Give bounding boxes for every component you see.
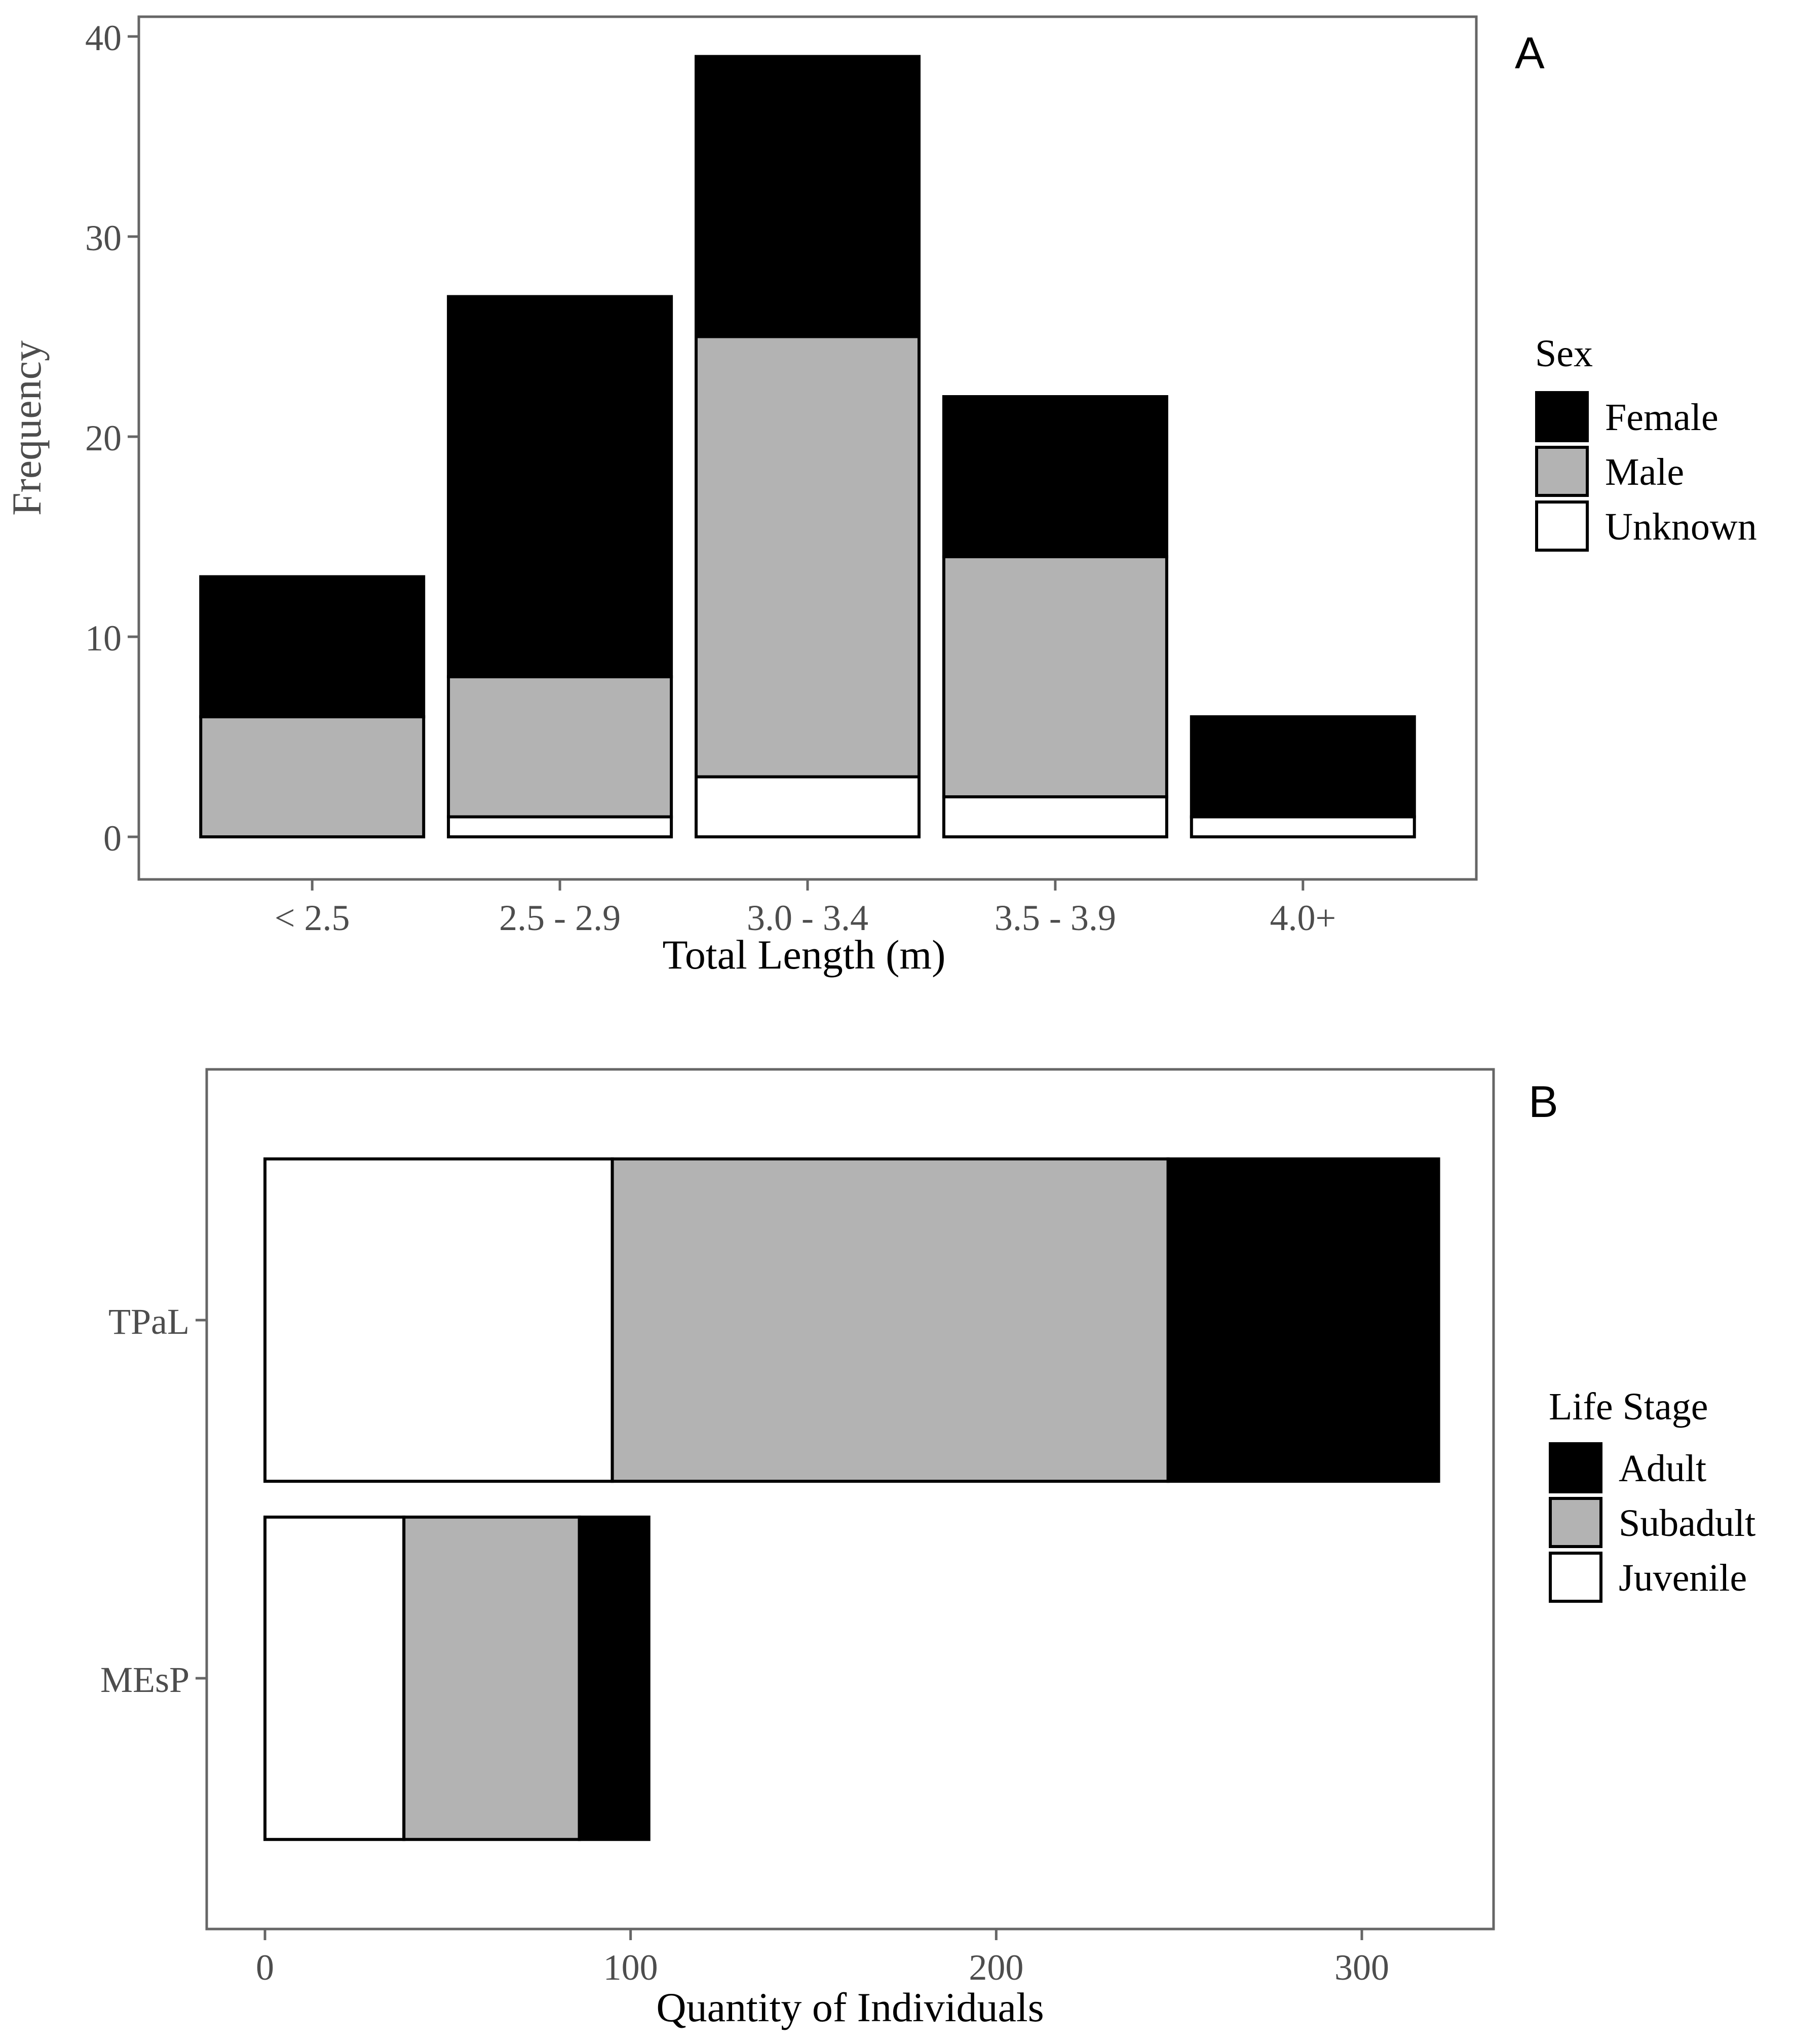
panel-b-x-axis-label: Quantity of Individuals [656,1984,1044,2030]
panel-a-y-axis-label: Frequency [4,340,50,516]
legend-label-female: Female [1605,396,1718,439]
bar-adult-tpal [1166,1157,1440,1483]
bar-female-2-5-2-9 [447,295,673,678]
bar-male-3-5-3-9 [942,555,1168,798]
legend-key-subadult [1549,1497,1602,1548]
y-tick-label: TPaL [108,1301,189,1342]
legend-label-subadult: Subadult [1619,1502,1755,1545]
bar-juvenile-tpal [263,1157,614,1483]
panel-a-y-ticks: 0 10 20 30 40 [85,18,139,859]
bar-female-3-0-3-4 [695,55,921,338]
panel-b-letter: B [1529,1076,1558,1127]
legend-key-adult [1549,1442,1602,1493]
x-tick-label: < 2.5 [275,898,350,938]
bar-unknown-4-0 [1190,815,1416,838]
panel-a-x-ticks: < 2.5 2.5 - 2.9 3.0 - 3.4 3.5 - 3.9 4.0+ [275,879,1336,938]
y-tick-label: 10 [85,618,122,659]
legend-key-female [1535,391,1589,442]
bar-female-2-5 [199,575,426,718]
panel-a-x-axis-label: Total Length (m) [663,932,946,978]
panel-b-x-ticks: 0 100 200 300 [256,1929,1389,1988]
bar-female-3-5-3-9 [942,395,1168,558]
legend-key-juvenile [1549,1552,1602,1603]
x-tick-label: 0 [256,1947,274,1988]
bar-juvenile-mesp [263,1515,406,1841]
bar-adult-mesp [578,1515,651,1841]
panel-a-legend: Female Male Unknown [1535,391,1757,552]
y-tick-label: 30 [85,218,122,258]
bar-unknown-3-0-3-4 [695,775,921,838]
panel-b-y-ticks: TPaL MEsP [100,1301,207,1700]
bar-male-2-5 [199,715,426,838]
bar-female-4-0 [1190,715,1416,819]
legend-label-male: Male [1605,451,1684,493]
y-tick-label: MEsP [100,1660,189,1700]
bar-unknown-2-5-2-9 [447,815,673,838]
legend-label-unknown: Unknown [1605,506,1757,548]
panel-a-bars [199,55,1416,838]
bar-male-2-5-2-9 [447,675,673,819]
panel-b-legend: Adult Subadult Juvenile [1549,1442,1755,1603]
y-tick-label: 40 [85,18,122,58]
bar-male-3-0-3-4 [695,335,921,779]
panel-b-bars [263,1157,1440,1841]
bar-subadult-mesp [402,1515,581,1841]
x-tick-label: 2.5 - 2.9 [499,898,621,938]
panel-a-letter: A [1515,28,1545,78]
panel-b: TPaL MEsP 0 100 200 300 Quantity of Individu… [100,1068,1755,2030]
panel-a: 0 10 20 30 40 < 2.5 2.5 - 2.9 3.0 - 3.4 3.5 - 3… [4,15,1757,978]
y-tick-label: 0 [103,818,122,859]
x-tick-label: 3.5 - 3.9 [995,898,1116,938]
bar-unknown-3-5-3-9 [942,795,1168,838]
x-tick-label: 200 [969,1947,1023,1988]
panel-b-frame [205,1068,1495,1931]
legend-key-male [1535,446,1589,497]
x-tick-label: 100 [603,1947,658,1988]
bar-subadult-tpal [610,1157,1170,1483]
x-tick-label: 3.0 - 3.4 [747,898,868,938]
legend-key-unknown [1535,500,1589,552]
legend-label-juvenile: Juvenile [1619,1557,1747,1599]
y-tick-label: 20 [85,418,122,458]
legend-label-adult: Adult [1619,1447,1706,1490]
x-tick-label: 4.0+ [1270,898,1336,938]
panel-b-legend-title: Life Stage [1549,1385,1708,1428]
x-tick-label: 300 [1334,1947,1389,1988]
panel-a-legend-title: Sex [1535,332,1593,375]
